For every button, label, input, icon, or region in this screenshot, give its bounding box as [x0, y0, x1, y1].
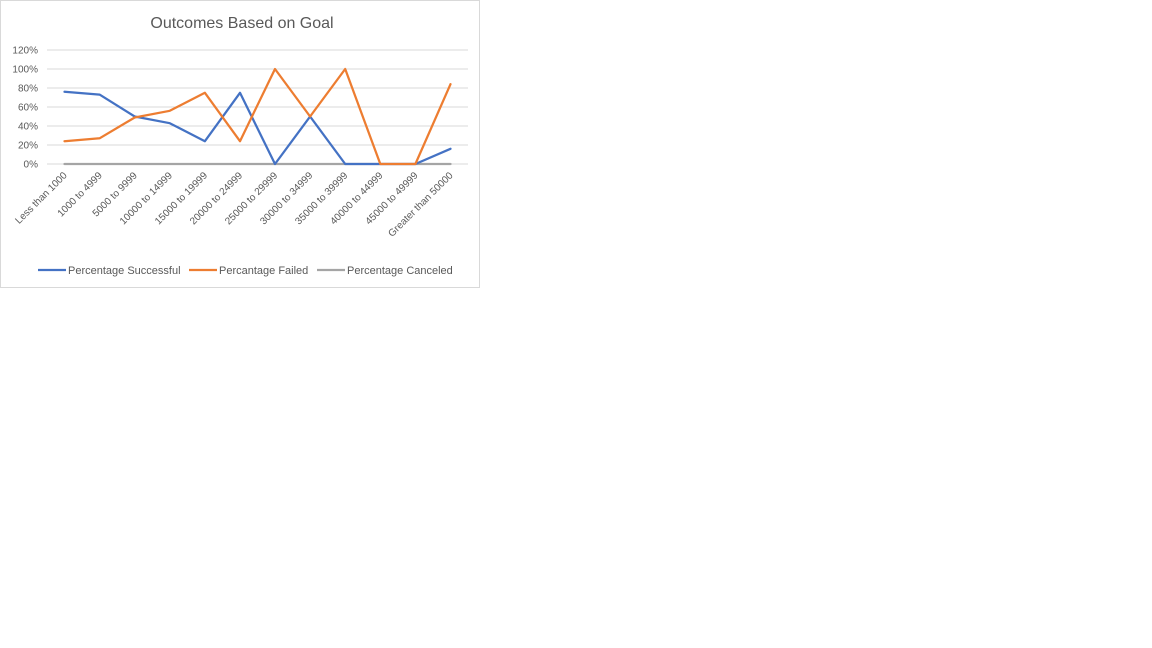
x-tick-label: Greater than 50000 [386, 170, 455, 239]
y-tick-label: 100% [12, 65, 38, 76]
chart-container: Outcomes Based on Goal 0% 20% 40% 60% 80% 100… [0, 0, 480, 288]
legend: Percentage Successful Percantage Failed Pe… [38, 265, 453, 277]
line-chart: Outcomes Based on Goal 0% 20% 40% 60% 80% 100… [12, 15, 468, 277]
y-tick-label: 80% [18, 84, 38, 95]
y-axis-ticks: 0% 20% 40% 60% 80% 100% 120% [12, 46, 38, 171]
series-lines [63, 67, 452, 166]
chart-title: Outcomes Based on Goal [150, 15, 333, 32]
legend-label: Percentage Successful [68, 265, 181, 277]
legend-label: Percantage Failed [219, 265, 308, 277]
legend-label: Percentage Canceled [347, 265, 453, 277]
y-tick-label: 120% [12, 46, 38, 57]
series-line-failed [63, 67, 452, 166]
y-tick-label: 40% [18, 122, 38, 133]
y-tick-label: 0% [24, 160, 39, 171]
y-tick-label: 60% [18, 103, 38, 114]
y-tick-label: 20% [18, 141, 38, 152]
